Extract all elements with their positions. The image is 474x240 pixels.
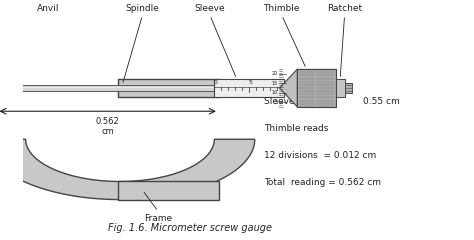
Text: Sleeve: Sleeve <box>194 4 225 13</box>
Text: Sleeve reads: Sleeve reads <box>264 97 322 106</box>
Text: Ratchet: Ratchet <box>327 4 362 13</box>
Text: 5: 5 <box>275 100 278 105</box>
Text: Thimble: Thimble <box>264 4 300 13</box>
Text: 20: 20 <box>272 71 278 76</box>
Bar <box>346 83 352 93</box>
Text: 0: 0 <box>213 80 217 85</box>
Text: 0.562: 0.562 <box>96 117 119 126</box>
Text: 15: 15 <box>272 81 278 86</box>
Polygon shape <box>280 69 297 107</box>
Text: 10: 10 <box>272 90 278 95</box>
Text: Anvil: Anvil <box>37 4 59 13</box>
Text: 12 divisions  = 0.012 cm: 12 divisions = 0.012 cm <box>264 151 376 160</box>
Text: Fig. 1.6. Micrometer screw gauge: Fig. 1.6. Micrometer screw gauge <box>108 223 272 234</box>
Bar <box>297 69 336 107</box>
Bar <box>118 79 219 97</box>
Bar <box>214 79 284 97</box>
Text: Thimble reads: Thimble reads <box>264 124 328 133</box>
Text: Spindle: Spindle <box>126 4 159 13</box>
Bar <box>336 79 346 97</box>
Text: Total  reading = 0.562 cm: Total reading = 0.562 cm <box>264 178 381 187</box>
Bar <box>0 85 221 91</box>
Text: 5: 5 <box>248 80 252 85</box>
Polygon shape <box>0 139 255 200</box>
Text: Frame: Frame <box>144 214 172 223</box>
Text: cm: cm <box>101 127 114 136</box>
Bar <box>118 181 219 200</box>
Text: 0.55 cm: 0.55 cm <box>363 97 399 106</box>
